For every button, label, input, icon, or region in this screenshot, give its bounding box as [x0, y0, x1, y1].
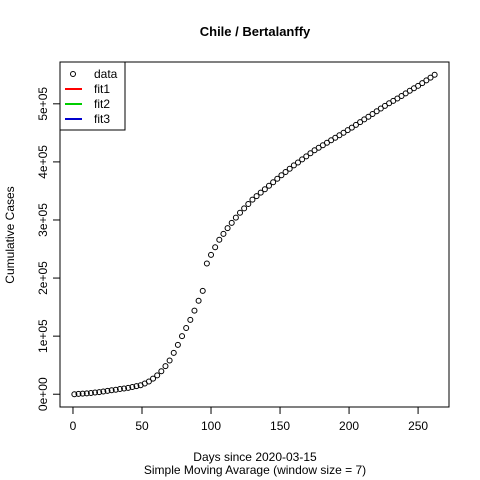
data-point [170, 349, 177, 356]
y-tick-label: 2e+05 [36, 261, 50, 295]
data-point [373, 108, 380, 115]
x-tick-label: 0 [70, 419, 77, 433]
data-point [361, 116, 368, 123]
data-point [96, 389, 103, 396]
data-point [75, 390, 82, 397]
y-tick-label: 5e+05 [36, 87, 50, 121]
data-point [216, 236, 223, 243]
chart-title: Chile / Bertalanffy [200, 24, 311, 39]
data-point [199, 287, 206, 294]
data-point [79, 390, 86, 397]
data-point [83, 390, 90, 397]
data-point [357, 119, 364, 126]
data-point [237, 209, 244, 216]
data-point [150, 375, 157, 382]
y-tick-label: 0e+00 [36, 377, 50, 411]
data-point [162, 363, 169, 370]
data-point [112, 386, 119, 393]
data-point [274, 175, 281, 182]
data-point [398, 92, 405, 99]
legend-label: data [94, 67, 118, 81]
data-point [419, 80, 426, 87]
y-tick-label: 1e+05 [36, 319, 50, 353]
data-point [340, 129, 347, 136]
x-tick-label: 150 [270, 419, 290, 433]
subtitle: Simple Moving Avarage (window size = 7) [144, 463, 366, 477]
data-point [87, 389, 94, 396]
data-point [265, 182, 272, 189]
legend-label: fit3 [94, 112, 110, 126]
data-point [307, 150, 314, 157]
data-point [129, 383, 136, 390]
data-point [294, 159, 301, 166]
data-point [253, 193, 260, 200]
data-point [108, 387, 115, 394]
data-point [278, 172, 285, 179]
data-point [191, 307, 198, 314]
data-point [203, 260, 210, 267]
data-point [323, 139, 330, 146]
data-point [104, 387, 111, 394]
data-point [121, 385, 128, 392]
data-point [245, 201, 252, 208]
data-point [179, 333, 186, 340]
data-point [286, 165, 293, 172]
data-point [282, 168, 289, 175]
data-point [100, 388, 107, 395]
x-tick-label: 100 [201, 419, 221, 433]
legend-label: fit2 [94, 97, 110, 111]
legend-label: fit1 [94, 82, 110, 96]
x-tick-label: 50 [135, 419, 149, 433]
data-point [166, 357, 173, 364]
data-point [133, 383, 140, 390]
data-point [208, 251, 215, 258]
data-point [125, 384, 132, 391]
data-point [257, 189, 264, 196]
data-point [431, 71, 438, 78]
x-axis-label: Days since 2020-03-15 [193, 450, 317, 464]
data-point [415, 82, 422, 89]
data-point [71, 391, 78, 398]
data-point [158, 368, 165, 375]
y-tick-label: 4e+05 [36, 145, 50, 179]
data-point [402, 90, 409, 97]
data-point [369, 110, 376, 117]
data-point [220, 230, 227, 237]
data-point [249, 196, 256, 203]
data-point [381, 102, 388, 109]
data-point [270, 179, 277, 186]
data-point [423, 77, 430, 84]
data-point [212, 244, 219, 251]
data-point [303, 153, 310, 160]
data-point [174, 341, 181, 348]
data-point [92, 389, 99, 396]
x-tick-label: 250 [408, 419, 428, 433]
data-point [377, 105, 384, 112]
data-point [344, 127, 351, 134]
data-point [154, 372, 161, 379]
legend-symbol [70, 71, 76, 77]
data-point [116, 386, 123, 393]
data-point [195, 297, 202, 304]
data-point [261, 186, 268, 193]
data-point [299, 156, 306, 163]
y-tick-label: 3e+05 [36, 203, 50, 237]
data-point [348, 124, 355, 131]
data-point [352, 121, 359, 128]
data-point [241, 205, 248, 212]
data-point [224, 225, 231, 232]
data-point [145, 378, 152, 385]
x-tick-label: 200 [339, 419, 359, 433]
data-point [427, 74, 434, 81]
plot-box [59, 61, 450, 408]
y-axis-label: Cumulative Cases [3, 186, 17, 283]
data-point [290, 162, 297, 169]
data-point [228, 219, 235, 226]
data-point [183, 325, 190, 332]
data-point [232, 214, 239, 221]
data-point [365, 113, 372, 120]
data-point [187, 316, 194, 323]
